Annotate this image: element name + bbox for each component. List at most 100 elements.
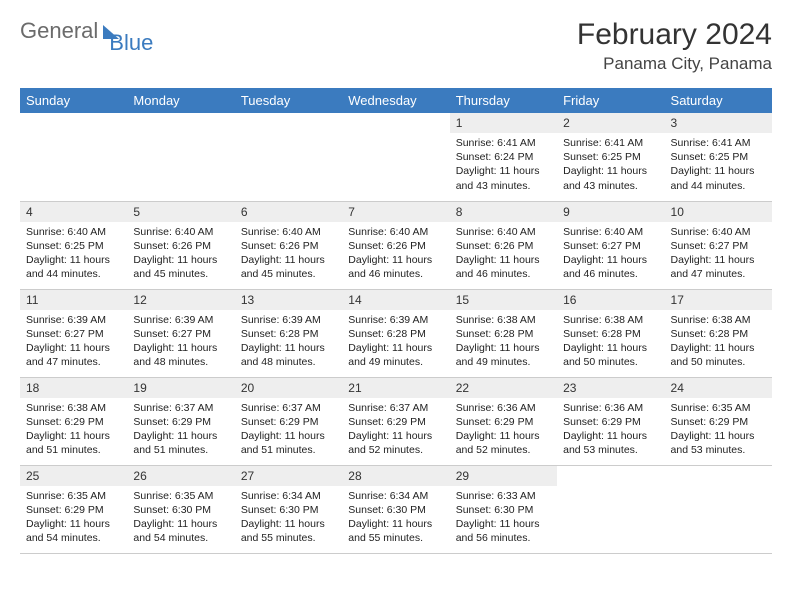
day-content: Sunrise: 6:39 AMSunset: 6:28 PMDaylight:… bbox=[235, 310, 342, 375]
day-content: Sunrise: 6:41 AMSunset: 6:25 PMDaylight:… bbox=[557, 133, 664, 198]
sunrise-text: Sunrise: 6:41 AM bbox=[671, 136, 766, 150]
weekday-row: SundayMondayTuesdayWednesdayThursdayFrid… bbox=[20, 88, 772, 113]
sunset-text: Sunset: 6:27 PM bbox=[563, 239, 658, 253]
daylight-text: Daylight: 11 hours and 46 minutes. bbox=[563, 253, 658, 281]
sunset-text: Sunset: 6:27 PM bbox=[26, 327, 121, 341]
sunset-text: Sunset: 6:24 PM bbox=[456, 150, 551, 164]
day-content: Sunrise: 6:35 AMSunset: 6:30 PMDaylight:… bbox=[127, 486, 234, 551]
daylight-text: Daylight: 11 hours and 49 minutes. bbox=[348, 341, 443, 369]
day-number: 24 bbox=[665, 378, 772, 398]
calendar-cell: 19Sunrise: 6:37 AMSunset: 6:29 PMDayligh… bbox=[127, 377, 234, 465]
sunset-text: Sunset: 6:28 PM bbox=[563, 327, 658, 341]
daylight-text: Daylight: 11 hours and 53 minutes. bbox=[563, 429, 658, 457]
day-number: 27 bbox=[235, 466, 342, 486]
daylight-text: Daylight: 11 hours and 55 minutes. bbox=[348, 517, 443, 545]
day-content: Sunrise: 6:40 AMSunset: 6:26 PMDaylight:… bbox=[235, 222, 342, 287]
daylight-text: Daylight: 11 hours and 44 minutes. bbox=[26, 253, 121, 281]
calendar-cell: 28Sunrise: 6:34 AMSunset: 6:30 PMDayligh… bbox=[342, 465, 449, 553]
weekday-header: Wednesday bbox=[342, 88, 449, 113]
sunrise-text: Sunrise: 6:38 AM bbox=[671, 313, 766, 327]
sunrise-text: Sunrise: 6:41 AM bbox=[456, 136, 551, 150]
calendar-table: SundayMondayTuesdayWednesdayThursdayFrid… bbox=[20, 88, 772, 554]
sunset-text: Sunset: 6:29 PM bbox=[26, 415, 121, 429]
calendar-week-row: 4Sunrise: 6:40 AMSunset: 6:25 PMDaylight… bbox=[20, 201, 772, 289]
day-number: 5 bbox=[127, 202, 234, 222]
calendar-cell: 3Sunrise: 6:41 AMSunset: 6:25 PMDaylight… bbox=[665, 113, 772, 201]
daylight-text: Daylight: 11 hours and 55 minutes. bbox=[241, 517, 336, 545]
day-content: Sunrise: 6:34 AMSunset: 6:30 PMDaylight:… bbox=[342, 486, 449, 551]
sunrise-text: Sunrise: 6:38 AM bbox=[26, 401, 121, 415]
calendar-cell: 9Sunrise: 6:40 AMSunset: 6:27 PMDaylight… bbox=[557, 201, 664, 289]
daylight-text: Daylight: 11 hours and 54 minutes. bbox=[26, 517, 121, 545]
day-content: Sunrise: 6:37 AMSunset: 6:29 PMDaylight:… bbox=[235, 398, 342, 463]
day-number: 4 bbox=[20, 202, 127, 222]
weekday-header: Monday bbox=[127, 88, 234, 113]
calendar-cell: 12Sunrise: 6:39 AMSunset: 6:27 PMDayligh… bbox=[127, 289, 234, 377]
sunrise-text: Sunrise: 6:40 AM bbox=[671, 225, 766, 239]
day-number: 9 bbox=[557, 202, 664, 222]
day-number: 29 bbox=[450, 466, 557, 486]
day-number: 25 bbox=[20, 466, 127, 486]
sunrise-text: Sunrise: 6:40 AM bbox=[26, 225, 121, 239]
sunrise-text: Sunrise: 6:33 AM bbox=[456, 489, 551, 503]
day-number: 11 bbox=[20, 290, 127, 310]
day-content: Sunrise: 6:37 AMSunset: 6:29 PMDaylight:… bbox=[342, 398, 449, 463]
day-content: Sunrise: 6:39 AMSunset: 6:28 PMDaylight:… bbox=[342, 310, 449, 375]
calendar-cell: 4Sunrise: 6:40 AMSunset: 6:25 PMDaylight… bbox=[20, 201, 127, 289]
sunrise-text: Sunrise: 6:35 AM bbox=[133, 489, 228, 503]
day-number: 6 bbox=[235, 202, 342, 222]
day-number: 18 bbox=[20, 378, 127, 398]
day-content: Sunrise: 6:35 AMSunset: 6:29 PMDaylight:… bbox=[20, 486, 127, 551]
sunrise-text: Sunrise: 6:40 AM bbox=[241, 225, 336, 239]
sunset-text: Sunset: 6:26 PM bbox=[348, 239, 443, 253]
calendar-week-row: 18Sunrise: 6:38 AMSunset: 6:29 PMDayligh… bbox=[20, 377, 772, 465]
sunrise-text: Sunrise: 6:41 AM bbox=[563, 136, 658, 150]
calendar-cell: 24Sunrise: 6:35 AMSunset: 6:29 PMDayligh… bbox=[665, 377, 772, 465]
sunrise-text: Sunrise: 6:37 AM bbox=[241, 401, 336, 415]
daylight-text: Daylight: 11 hours and 44 minutes. bbox=[671, 164, 766, 192]
daylight-text: Daylight: 11 hours and 46 minutes. bbox=[348, 253, 443, 281]
sunset-text: Sunset: 6:29 PM bbox=[563, 415, 658, 429]
sunset-text: Sunset: 6:29 PM bbox=[348, 415, 443, 429]
day-content: Sunrise: 6:40 AMSunset: 6:26 PMDaylight:… bbox=[127, 222, 234, 287]
calendar-cell: 18Sunrise: 6:38 AMSunset: 6:29 PMDayligh… bbox=[20, 377, 127, 465]
day-content: Sunrise: 6:38 AMSunset: 6:28 PMDaylight:… bbox=[450, 310, 557, 375]
weekday-header: Saturday bbox=[665, 88, 772, 113]
sunset-text: Sunset: 6:25 PM bbox=[671, 150, 766, 164]
calendar-cell: 13Sunrise: 6:39 AMSunset: 6:28 PMDayligh… bbox=[235, 289, 342, 377]
calendar-cell: .. bbox=[342, 113, 449, 201]
calendar-cell: 21Sunrise: 6:37 AMSunset: 6:29 PMDayligh… bbox=[342, 377, 449, 465]
sunset-text: Sunset: 6:27 PM bbox=[133, 327, 228, 341]
weekday-header: Sunday bbox=[20, 88, 127, 113]
calendar-cell: 1Sunrise: 6:41 AMSunset: 6:24 PMDaylight… bbox=[450, 113, 557, 201]
day-content: Sunrise: 6:38 AMSunset: 6:28 PMDaylight:… bbox=[557, 310, 664, 375]
daylight-text: Daylight: 11 hours and 46 minutes. bbox=[456, 253, 551, 281]
day-number: 7 bbox=[342, 202, 449, 222]
daylight-text: Daylight: 11 hours and 45 minutes. bbox=[241, 253, 336, 281]
daylight-text: Daylight: 11 hours and 52 minutes. bbox=[348, 429, 443, 457]
sunset-text: Sunset: 6:30 PM bbox=[456, 503, 551, 517]
day-content: Sunrise: 6:37 AMSunset: 6:29 PMDaylight:… bbox=[127, 398, 234, 463]
day-number: 15 bbox=[450, 290, 557, 310]
sunset-text: Sunset: 6:29 PM bbox=[26, 503, 121, 517]
calendar-cell: .. bbox=[127, 113, 234, 201]
day-content: Sunrise: 6:40 AMSunset: 6:26 PMDaylight:… bbox=[342, 222, 449, 287]
title-block: February 2024 Panama City, Panama bbox=[577, 18, 772, 74]
weekday-header: Friday bbox=[557, 88, 664, 113]
sunrise-text: Sunrise: 6:39 AM bbox=[26, 313, 121, 327]
calendar-cell: 6Sunrise: 6:40 AMSunset: 6:26 PMDaylight… bbox=[235, 201, 342, 289]
calendar-cell: 25Sunrise: 6:35 AMSunset: 6:29 PMDayligh… bbox=[20, 465, 127, 553]
daylight-text: Daylight: 11 hours and 43 minutes. bbox=[563, 164, 658, 192]
daylight-text: Daylight: 11 hours and 53 minutes. bbox=[671, 429, 766, 457]
brand-logo: General Blue bbox=[20, 18, 153, 44]
sunrise-text: Sunrise: 6:39 AM bbox=[241, 313, 336, 327]
sunset-text: Sunset: 6:28 PM bbox=[671, 327, 766, 341]
calendar-week-row: ........1Sunrise: 6:41 AMSunset: 6:24 PM… bbox=[20, 113, 772, 201]
calendar-cell: 7Sunrise: 6:40 AMSunset: 6:26 PMDaylight… bbox=[342, 201, 449, 289]
calendar-cell: 17Sunrise: 6:38 AMSunset: 6:28 PMDayligh… bbox=[665, 289, 772, 377]
calendar-body: ........1Sunrise: 6:41 AMSunset: 6:24 PM… bbox=[20, 113, 772, 553]
sunset-text: Sunset: 6:26 PM bbox=[456, 239, 551, 253]
calendar-cell: 23Sunrise: 6:36 AMSunset: 6:29 PMDayligh… bbox=[557, 377, 664, 465]
daylight-text: Daylight: 11 hours and 50 minutes. bbox=[671, 341, 766, 369]
daylight-text: Daylight: 11 hours and 51 minutes. bbox=[133, 429, 228, 457]
